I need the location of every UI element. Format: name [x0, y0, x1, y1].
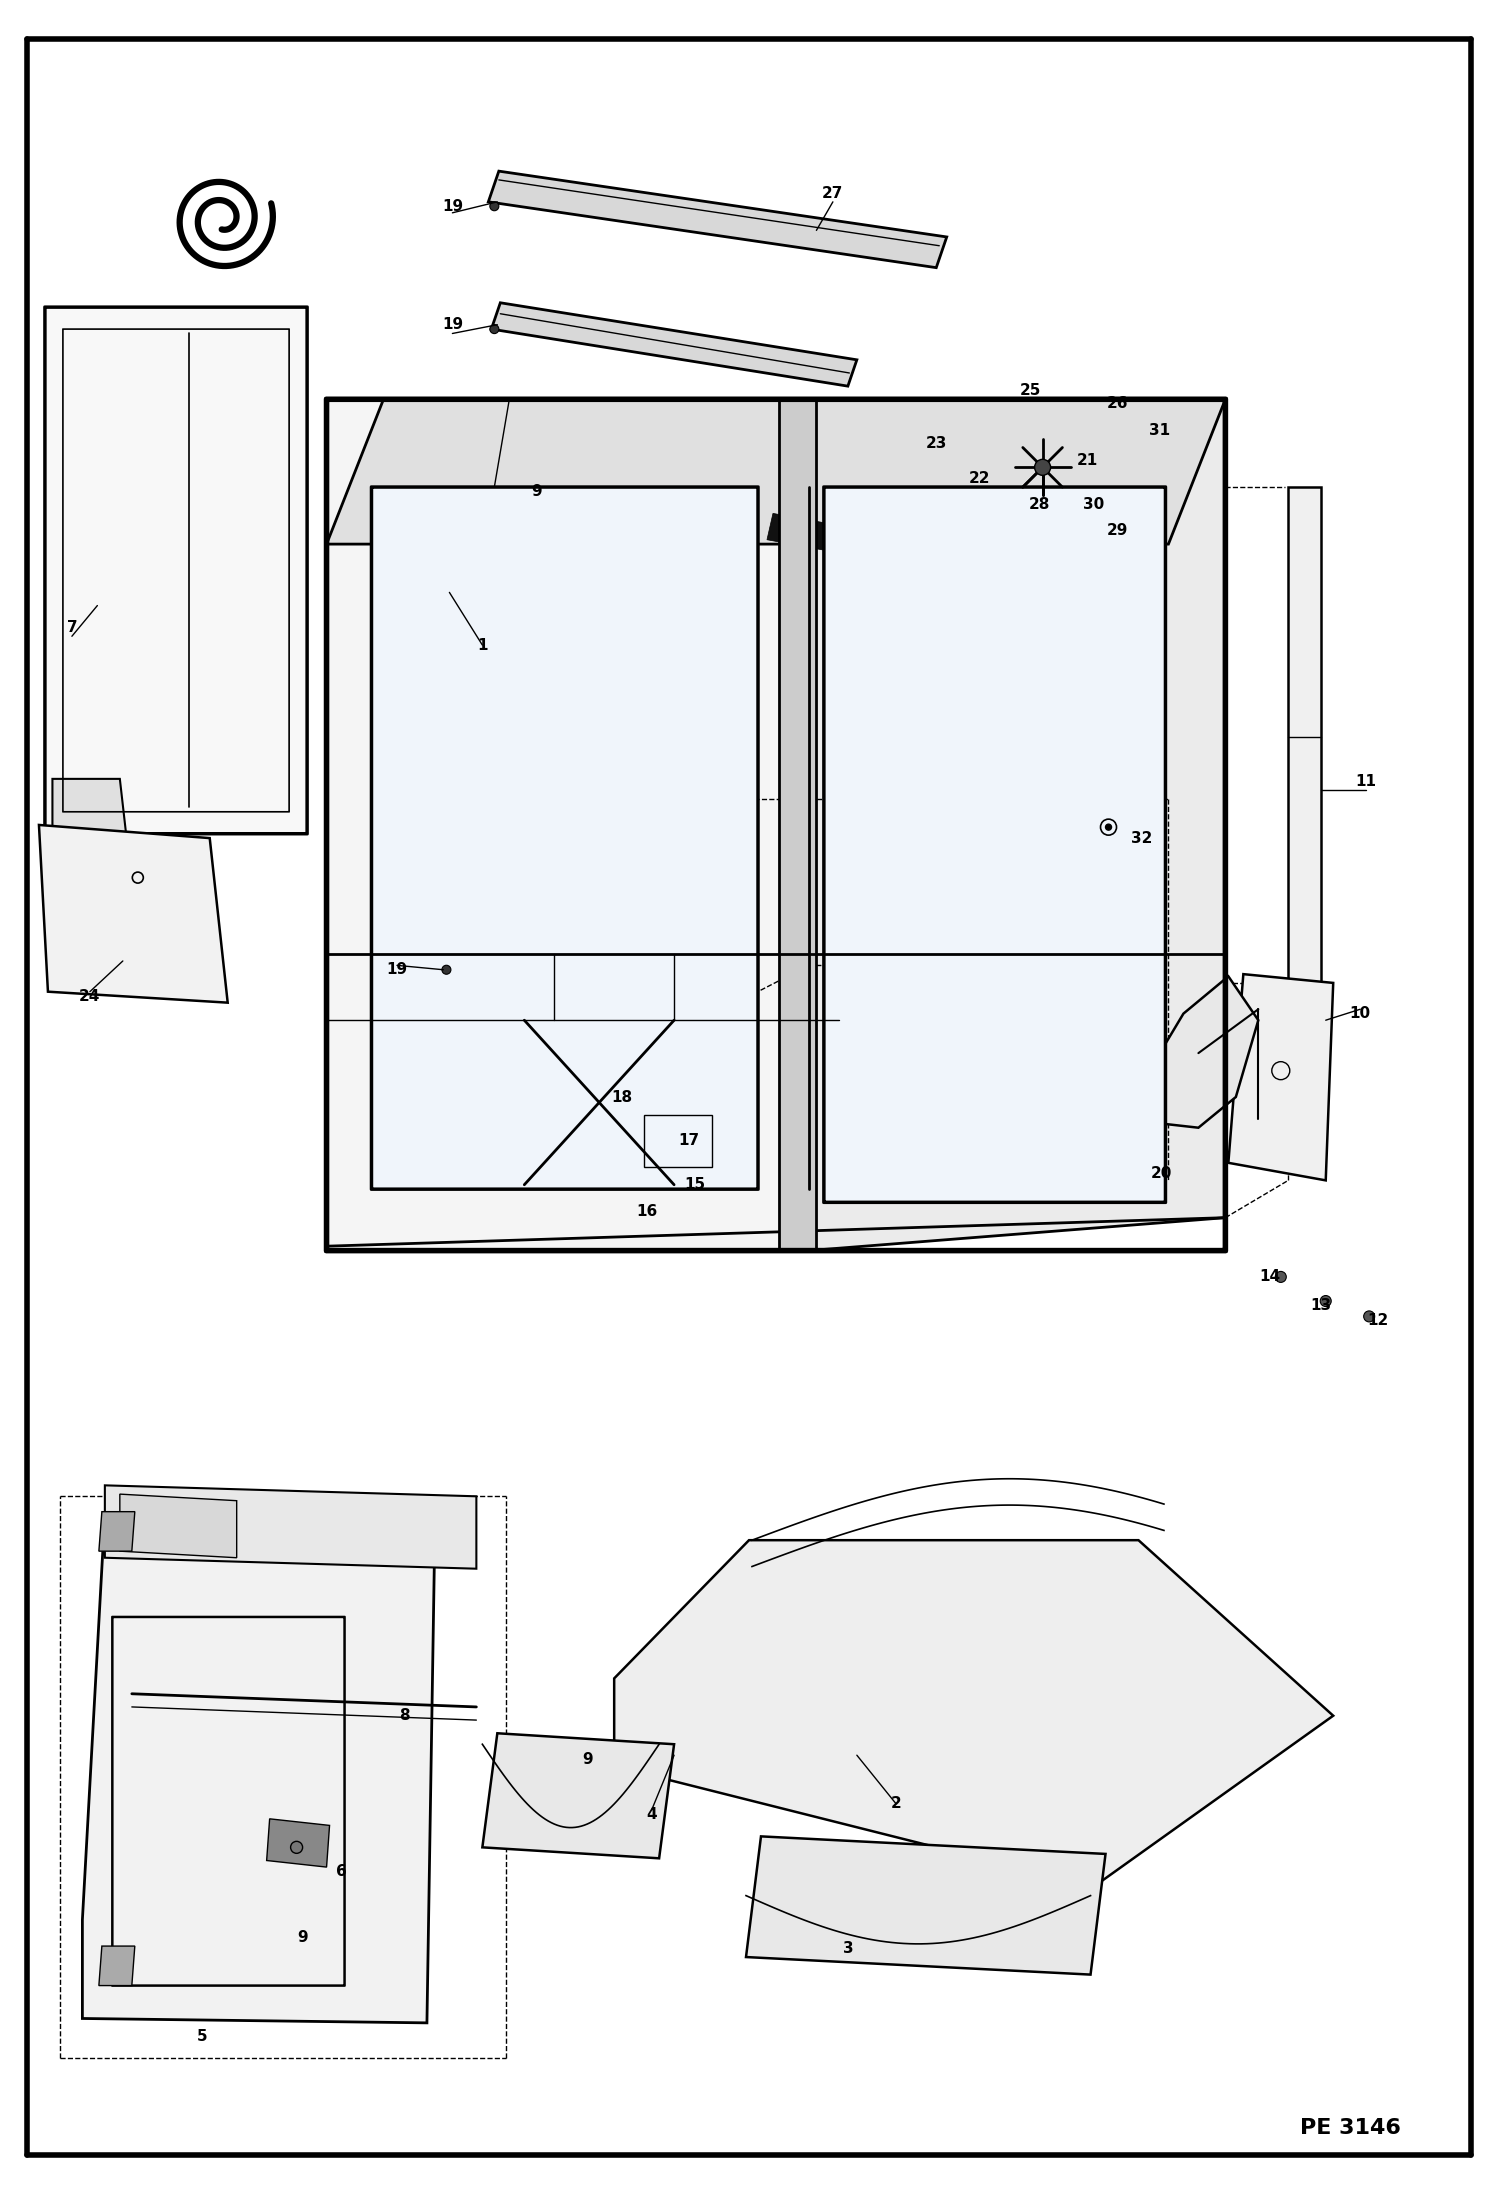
- Text: 7: 7: [66, 621, 78, 634]
- Circle shape: [490, 325, 499, 333]
- Polygon shape: [327, 399, 1225, 544]
- Text: 26: 26: [1107, 397, 1128, 410]
- Polygon shape: [491, 303, 857, 386]
- Text: 10: 10: [1350, 1007, 1371, 1020]
- Text: 30: 30: [1083, 498, 1104, 511]
- Text: 31: 31: [1149, 423, 1170, 437]
- Text: 11: 11: [1356, 774, 1377, 788]
- Circle shape: [1363, 1310, 1375, 1323]
- Polygon shape: [267, 1819, 330, 1867]
- Text: 4: 4: [646, 1808, 658, 1821]
- Text: 1: 1: [476, 638, 488, 652]
- Text: 15: 15: [685, 1178, 706, 1191]
- Circle shape: [490, 202, 499, 211]
- Text: 18: 18: [611, 1090, 632, 1104]
- Text: 32: 32: [1131, 832, 1152, 845]
- Polygon shape: [39, 825, 228, 1003]
- Polygon shape: [667, 507, 758, 548]
- Circle shape: [1106, 825, 1112, 829]
- Text: 16: 16: [637, 1205, 658, 1218]
- Text: 3: 3: [842, 1942, 854, 1955]
- Text: 13: 13: [1311, 1299, 1332, 1312]
- Text: 9: 9: [581, 1753, 593, 1766]
- Polygon shape: [779, 399, 816, 1251]
- FancyBboxPatch shape: [45, 307, 307, 834]
- Text: 9: 9: [297, 1931, 309, 1944]
- Text: 19: 19: [442, 318, 463, 331]
- Polygon shape: [1228, 974, 1333, 1180]
- Text: 20: 20: [1150, 1167, 1171, 1180]
- Polygon shape: [1288, 487, 1321, 987]
- Text: 9: 9: [530, 485, 542, 498]
- Circle shape: [1320, 1294, 1332, 1308]
- Circle shape: [291, 1841, 303, 1854]
- Polygon shape: [488, 171, 947, 268]
- Polygon shape: [566, 500, 658, 542]
- Polygon shape: [82, 1514, 434, 2023]
- Polygon shape: [767, 513, 857, 555]
- Polygon shape: [52, 779, 127, 845]
- Text: 17: 17: [679, 1134, 700, 1147]
- Circle shape: [442, 965, 451, 974]
- Polygon shape: [327, 399, 809, 1251]
- Text: 12: 12: [1368, 1314, 1389, 1327]
- Polygon shape: [746, 1836, 1106, 1975]
- Text: 2: 2: [890, 1797, 902, 1810]
- Text: 24: 24: [79, 989, 100, 1003]
- FancyBboxPatch shape: [372, 487, 758, 1189]
- Text: 25: 25: [1020, 384, 1041, 397]
- Text: PE 3146: PE 3146: [1300, 2117, 1401, 2139]
- Polygon shape: [99, 1512, 135, 1551]
- Text: 22: 22: [969, 472, 990, 485]
- Polygon shape: [105, 1485, 476, 1569]
- FancyBboxPatch shape: [824, 487, 1165, 1202]
- Text: 28: 28: [1029, 498, 1050, 511]
- Text: 19: 19: [442, 200, 463, 213]
- Circle shape: [1035, 459, 1050, 476]
- Polygon shape: [482, 1733, 674, 1858]
- Text: 21: 21: [1077, 454, 1098, 467]
- Text: 6: 6: [336, 1865, 348, 1878]
- Text: 8: 8: [398, 1709, 410, 1722]
- Polygon shape: [1121, 976, 1258, 1128]
- Polygon shape: [99, 1946, 135, 1986]
- Polygon shape: [809, 399, 1225, 1251]
- Text: 14: 14: [1260, 1270, 1281, 1283]
- Polygon shape: [866, 518, 956, 559]
- Text: 29: 29: [1107, 524, 1128, 538]
- Polygon shape: [614, 1540, 1333, 1887]
- Circle shape: [1275, 1270, 1287, 1283]
- Text: 27: 27: [822, 186, 843, 200]
- Text: 19: 19: [386, 963, 407, 976]
- Polygon shape: [965, 524, 1055, 566]
- Text: 5: 5: [196, 2029, 208, 2043]
- Polygon shape: [464, 494, 557, 535]
- Polygon shape: [120, 1494, 237, 1558]
- Text: 23: 23: [926, 437, 947, 450]
